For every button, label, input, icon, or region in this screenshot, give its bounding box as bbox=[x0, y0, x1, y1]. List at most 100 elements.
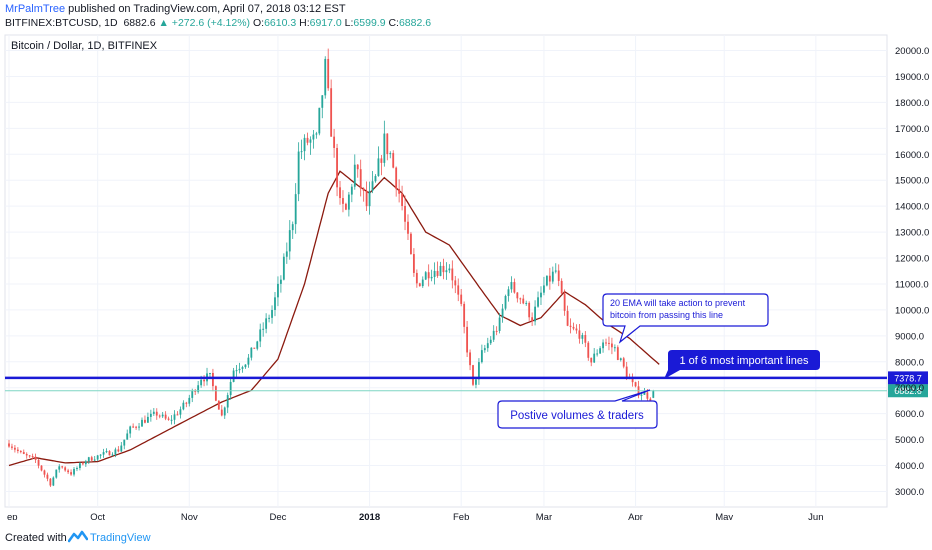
candle-body bbox=[362, 188, 365, 191]
candle bbox=[427, 264, 430, 287]
candle-body bbox=[87, 457, 90, 462]
candle bbox=[608, 336, 610, 351]
author-link[interactable]: MrPalmTree bbox=[5, 3, 66, 15]
candle bbox=[605, 338, 607, 347]
candle-body bbox=[587, 342, 590, 358]
candle-body bbox=[407, 221, 409, 234]
candle-body bbox=[102, 452, 105, 455]
candle-body bbox=[13, 447, 16, 450]
candle bbox=[421, 276, 424, 288]
candle bbox=[442, 258, 445, 280]
candle-body bbox=[144, 419, 146, 423]
candle bbox=[350, 183, 353, 203]
candle-body bbox=[640, 394, 643, 396]
candle bbox=[368, 181, 371, 215]
candle bbox=[569, 318, 572, 334]
candle bbox=[46, 472, 49, 482]
candle bbox=[418, 282, 421, 287]
candle-body bbox=[652, 390, 655, 398]
candle-body bbox=[99, 454, 102, 456]
candle bbox=[451, 260, 454, 289]
tradingview-brand[interactable]: TradingView bbox=[90, 532, 151, 544]
y-tick-label: 9000.0 bbox=[895, 331, 924, 342]
candle bbox=[507, 286, 510, 302]
candle-body bbox=[646, 392, 649, 399]
candle-body bbox=[593, 353, 596, 363]
volumes-callout-text: Postive volumes & traders bbox=[510, 410, 644, 422]
candle bbox=[395, 166, 398, 197]
y-tick-label: 12000.0 bbox=[895, 254, 929, 265]
candle bbox=[380, 155, 383, 176]
candle bbox=[383, 120, 386, 167]
candle-body bbox=[513, 282, 516, 293]
open-label: O: bbox=[252, 17, 265, 29]
candle-body bbox=[377, 158, 380, 177]
candle bbox=[294, 183, 297, 234]
candle-body bbox=[365, 190, 368, 207]
candle-body bbox=[619, 358, 622, 360]
y-axis[interactable]: 3000.0 4000.0 5000.0 6000.0 7000.0 8000.0 9000… bbox=[895, 46, 929, 498]
candle-body bbox=[563, 293, 566, 311]
candle bbox=[374, 174, 377, 183]
y-tick-label: 5000.0 bbox=[895, 435, 924, 446]
price-change: ▲ +272.6 (+4.12%) bbox=[158, 17, 251, 29]
candle bbox=[486, 337, 489, 352]
candle bbox=[70, 469, 72, 476]
candle-body bbox=[203, 379, 205, 382]
candle bbox=[557, 264, 560, 287]
candle bbox=[430, 269, 433, 282]
candle bbox=[386, 133, 389, 161]
ema-line bbox=[8, 170, 660, 467]
candle bbox=[265, 313, 268, 334]
candle-body bbox=[303, 137, 306, 152]
candle bbox=[516, 292, 519, 303]
candle bbox=[52, 476, 55, 487]
important-line-label[interactable]: 1 of 6 most important lines bbox=[664, 350, 820, 379]
candle-body bbox=[356, 164, 359, 170]
candle-body bbox=[602, 342, 604, 349]
candle bbox=[634, 381, 637, 388]
candle-body bbox=[191, 390, 194, 398]
candle bbox=[315, 131, 318, 139]
candle bbox=[291, 221, 294, 239]
chart-header: MrPalmTree published on TradingView.com,… bbox=[0, 0, 932, 30]
y-tick-label: 4000.0 bbox=[895, 461, 924, 472]
volumes-callout[interactable]: Postive volumes & traders bbox=[497, 389, 658, 429]
candle-body bbox=[483, 348, 486, 351]
candle bbox=[534, 300, 536, 326]
candle-body bbox=[288, 230, 291, 252]
candle-body bbox=[108, 451, 111, 456]
candle-body bbox=[132, 426, 135, 428]
candle-body bbox=[265, 318, 268, 329]
candle bbox=[188, 394, 191, 407]
candle bbox=[448, 264, 451, 274]
candle bbox=[412, 248, 415, 277]
candle-body bbox=[52, 477, 55, 486]
candle-body bbox=[297, 151, 300, 195]
candle-body bbox=[543, 285, 545, 293]
candle bbox=[312, 130, 315, 149]
candle-body bbox=[478, 362, 480, 380]
candle-body bbox=[451, 268, 454, 281]
candle-body bbox=[200, 379, 203, 386]
chart-title: Bitcoin / Dollar, 1D, BITFINEX bbox=[11, 40, 158, 52]
ema-callout[interactable]: 20 EMA will take action to prevent bitco… bbox=[602, 293, 769, 344]
candle bbox=[365, 181, 368, 212]
candle bbox=[353, 154, 356, 190]
symbol-info: BITFINEX:BTCUSD, 1D 6882.6 ▲ +272.6 (+4.… bbox=[5, 17, 431, 29]
x-axis[interactable]: ep Oct Nov Dec 2018 Feb Mar Apr May Jun bbox=[7, 512, 824, 520]
price-chart[interactable]: 7378.7 6882.6 3000.0 4000.0 5000.0 6000.0 700… bbox=[0, 30, 932, 520]
candle-body bbox=[616, 347, 619, 360]
candle-body bbox=[194, 390, 197, 392]
candle-body bbox=[309, 139, 312, 143]
candle bbox=[81, 461, 84, 466]
candle-body bbox=[70, 472, 72, 475]
candle bbox=[306, 132, 309, 146]
candle-body bbox=[152, 411, 155, 414]
candle bbox=[250, 347, 253, 361]
candle-body bbox=[146, 416, 149, 423]
candle bbox=[622, 356, 625, 369]
candle bbox=[217, 400, 220, 410]
candle-body bbox=[466, 326, 469, 353]
candle bbox=[297, 142, 300, 202]
